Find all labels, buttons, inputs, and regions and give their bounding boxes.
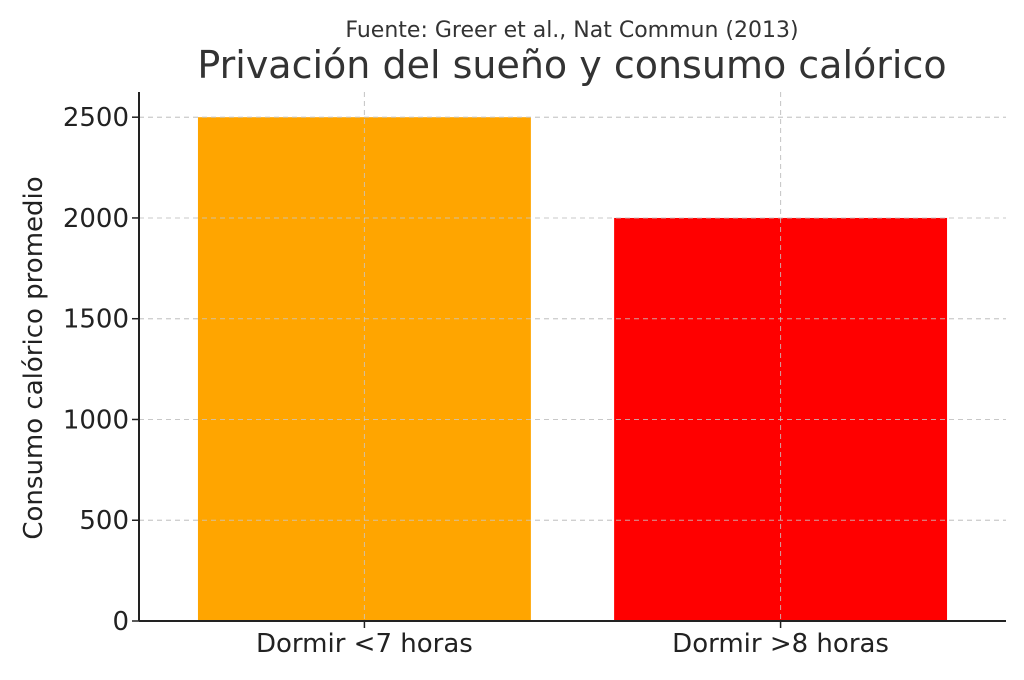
- chart-subtitle: Fuente: Greer et al., Nat Commun (2013): [345, 18, 798, 43]
- y-tick-label: 500: [79, 506, 129, 536]
- bars-layer: [139, 92, 1006, 621]
- y-tick-label: 0: [112, 607, 129, 637]
- x-tick-label: Dormir >8 horas: [672, 629, 889, 659]
- grid-overlay: [139, 92, 1006, 621]
- axes-layer: [138, 92, 1006, 622]
- chart-title: Privación del sueño y consumo calórico: [197, 43, 946, 87]
- y-tick-label: 1500: [63, 305, 129, 335]
- y-tick-label: 2500: [63, 103, 129, 133]
- y-tick-label: 1000: [63, 405, 129, 435]
- ticks-layer: 0 500 1000 1500 2000 2500 Dormir <7 horas Dormi…: [63, 103, 889, 659]
- y-axis-label: Consumo calórico promedio: [19, 176, 49, 539]
- x-tick-label: Dormir <7 horas: [256, 629, 473, 659]
- y-tick-label: 2000: [63, 204, 129, 234]
